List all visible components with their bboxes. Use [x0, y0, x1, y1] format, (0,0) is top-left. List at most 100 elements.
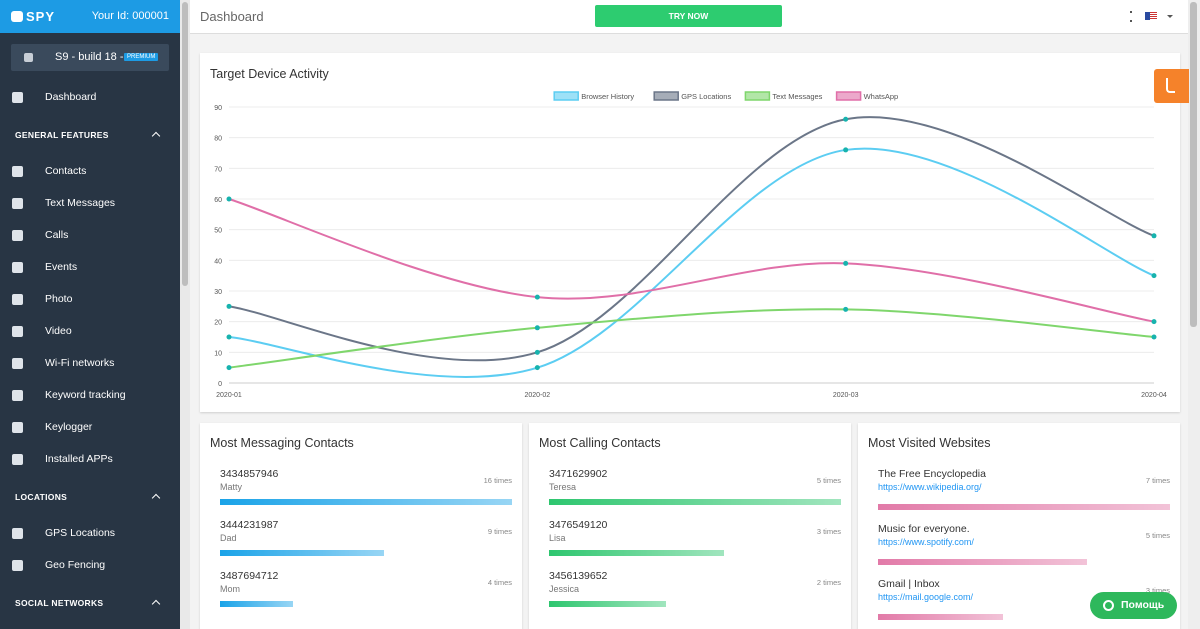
- row-link[interactable]: https://mail.google.com/: [878, 592, 974, 602]
- header: Dashboard TRY NOW: [190, 0, 1188, 34]
- premium-badge: PREMIUM: [124, 53, 159, 61]
- data-point: [843, 116, 849, 122]
- data-point: [534, 325, 540, 331]
- help-icon: [1103, 600, 1114, 611]
- row-link[interactable]: https://www.spotify.com/: [878, 537, 974, 547]
- card-title: Most Messaging Contacts: [210, 436, 354, 450]
- row-primary: 3471629902: [549, 468, 608, 480]
- try-now-button[interactable]: TRY NOW: [595, 5, 782, 27]
- menu-dots[interactable]: [1130, 11, 1132, 22]
- series-line: [228, 116, 1155, 362]
- nav-item[interactable]: Contacts: [45, 165, 87, 177]
- legend-swatch: [744, 91, 771, 101]
- data-point: [226, 334, 232, 340]
- y-tick-label: 60: [214, 197, 222, 204]
- legend-swatch: [653, 91, 679, 101]
- row-link[interactable]: https://www.wikipedia.org/: [878, 482, 982, 492]
- y-tick-label: 40: [214, 258, 222, 265]
- row-bar: [220, 499, 512, 505]
- nav-icon: [12, 326, 23, 337]
- data-point: [534, 349, 540, 355]
- flag-caret: [1167, 15, 1173, 21]
- legend-label: Text Messages: [772, 92, 822, 101]
- row-primary: The Free Encyclopedia: [878, 468, 986, 480]
- nav-icon: [12, 198, 23, 209]
- x-tick-label: 2020-02: [524, 392, 550, 399]
- section-toggle[interactable]: [151, 599, 161, 609]
- nav-item[interactable]: Keylogger: [45, 421, 93, 433]
- data-point: [843, 147, 849, 153]
- x-tick-label: 2020-03: [833, 392, 859, 399]
- legend-label: GPS Locations: [681, 92, 731, 101]
- nav-item[interactable]: Installed APPs: [45, 453, 113, 465]
- x-tick-label: 2020-01: [216, 392, 242, 399]
- y-tick-label: 80: [214, 136, 222, 143]
- page-title: Dashboard: [200, 9, 264, 24]
- data-point: [226, 196, 232, 202]
- row-primary: 3444231987: [220, 519, 279, 531]
- nav-item[interactable]: GPS Locations: [45, 527, 116, 539]
- y-tick-label: 30: [214, 289, 222, 296]
- data-point: [1151, 233, 1157, 239]
- nav-icon: [12, 262, 23, 273]
- section-toggle[interactable]: [151, 493, 161, 503]
- scroll-thumb: [182, 2, 188, 286]
- legend-label: WhatsApp: [864, 92, 899, 101]
- chart-card: Target Device Activity 0 10 20 30 40 50 60 70 80 9…: [200, 53, 1180, 412]
- row-bar: [878, 504, 1170, 510]
- data-point: [1151, 319, 1157, 325]
- nav-item[interactable]: Text Messages: [45, 197, 116, 209]
- nav-item[interactable]: Calls: [45, 229, 69, 241]
- nav-item[interactable]: Geo Fencing: [45, 559, 106, 571]
- nav-item[interactable]: Video: [45, 325, 72, 337]
- row-count: 5 times: [1145, 531, 1170, 540]
- flag[interactable]: [1145, 12, 1157, 20]
- row-primary: Gmail | Inbox: [878, 578, 940, 590]
- y-tick-label: 50: [214, 228, 222, 235]
- data-point: [226, 365, 232, 371]
- row-secondary: Mom: [220, 584, 240, 594]
- row-bar: [220, 601, 293, 607]
- nav-icon: [12, 358, 23, 369]
- nav-item[interactable]: Events: [45, 261, 78, 273]
- row-count: 3 times: [1145, 586, 1170, 595]
- help-button[interactable]: Помощь: [1090, 592, 1177, 619]
- section-toggle[interactable]: [151, 131, 161, 141]
- row-bar: [549, 550, 725, 556]
- y-tick-label: 0: [218, 381, 222, 388]
- nav-item[interactable]: Dashboard: [45, 91, 97, 103]
- nav-icon: [12, 294, 23, 305]
- help-label: Помощь: [1121, 599, 1165, 611]
- row-bar: [220, 550, 385, 556]
- row-count: 2 times: [816, 578, 841, 587]
- data-point: [534, 365, 540, 371]
- series-line: [228, 147, 1155, 378]
- row-count: 5 times: [816, 476, 841, 485]
- nav-item[interactable]: Keyword tracking: [45, 389, 126, 401]
- side-widget[interactable]: [1154, 69, 1189, 103]
- nav-icon: [12, 560, 23, 571]
- row-count: 7 times: [1145, 476, 1170, 485]
- row-secondary: Dad: [220, 533, 237, 543]
- row-secondary: Jessica: [549, 584, 580, 594]
- data-point: [843, 306, 849, 312]
- series-line: [228, 198, 1155, 323]
- nav-icon: [12, 230, 23, 241]
- nav-item[interactable]: Wi-Fi networks: [45, 357, 115, 369]
- legend-label: Browser History: [581, 92, 634, 101]
- nav-section: SOCIAL NETWORKS: [15, 598, 104, 608]
- device-icon: [24, 53, 33, 62]
- y-tick-label: 70: [214, 166, 222, 173]
- nav-icon: [12, 422, 23, 433]
- row-count: 16 times: [483, 476, 512, 485]
- row-secondary: Matty: [220, 482, 243, 492]
- stats-card: Most Calling Contacts 3471629902 Teresa 5 t…: [529, 423, 851, 629]
- x-tick-label: 2020-04: [1141, 392, 1167, 399]
- card-title: Most Calling Contacts: [539, 436, 661, 450]
- user-id: Your Id: 000001: [91, 10, 169, 22]
- device-selector[interactable]: S9 - build 18 -... PREMIUM: [11, 44, 169, 71]
- nav-item[interactable]: Photo: [45, 293, 73, 305]
- data-point: [843, 260, 849, 266]
- row-primary: 3434857946: [220, 468, 279, 480]
